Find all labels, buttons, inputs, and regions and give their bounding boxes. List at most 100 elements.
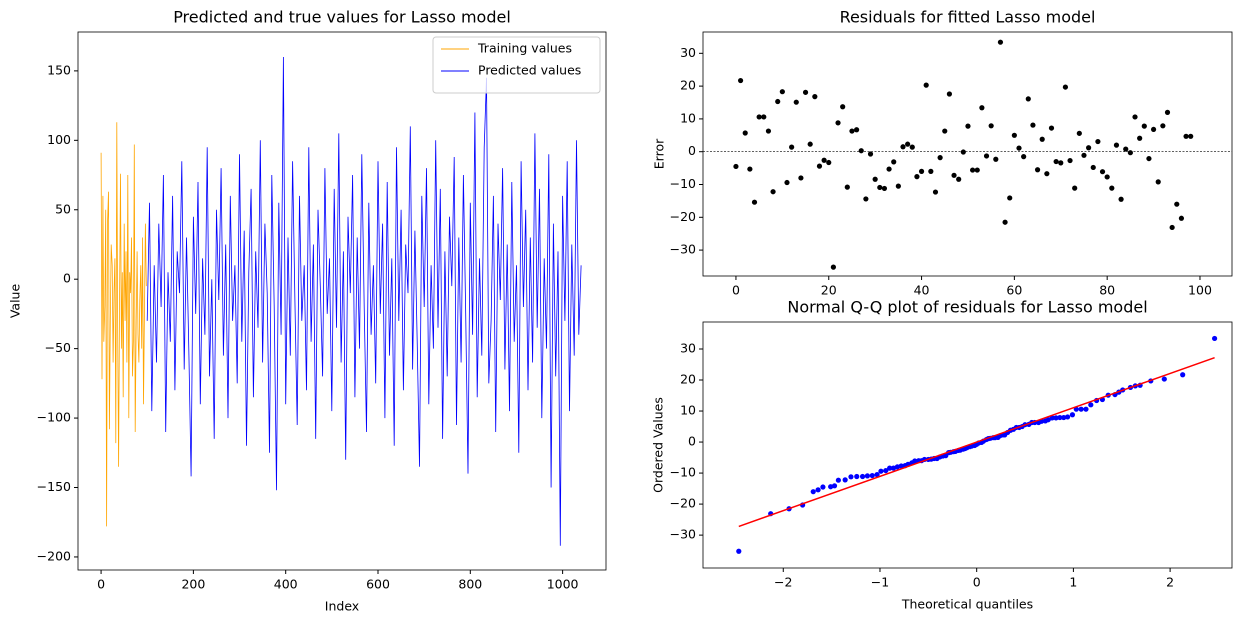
y-tick-label: −20 — [670, 496, 696, 511]
point — [1078, 406, 1084, 412]
series-line — [146, 56, 582, 546]
point — [863, 196, 869, 202]
point — [1083, 406, 1089, 412]
point — [909, 144, 915, 150]
point — [789, 144, 795, 150]
point — [881, 185, 888, 192]
x-tick-label: −2 — [774, 575, 792, 590]
y-tick-label: 0 — [63, 271, 71, 286]
point — [1118, 196, 1124, 202]
point — [867, 151, 874, 157]
point — [858, 148, 864, 154]
point — [840, 104, 846, 110]
x-tick-label: 400 — [274, 577, 298, 592]
point — [733, 163, 739, 170]
point — [765, 128, 772, 134]
axes-frame — [702, 31, 1233, 277]
y-axis-label: Error — [652, 138, 667, 169]
point — [1072, 185, 1078, 191]
y-tick-label: 50 — [55, 201, 71, 216]
point — [997, 39, 1004, 45]
x-tick-label: 20 — [821, 283, 837, 298]
point — [821, 157, 827, 163]
point — [1045, 417, 1051, 423]
x-tick-label: 2 — [1166, 575, 1174, 590]
point — [1113, 142, 1120, 148]
point — [1155, 179, 1161, 185]
point — [900, 144, 906, 150]
point — [1057, 414, 1063, 421]
point — [1141, 123, 1147, 129]
point — [737, 77, 744, 84]
point — [1090, 164, 1096, 171]
y-axis-label: Value — [8, 284, 23, 319]
point — [970, 167, 976, 173]
point — [923, 82, 929, 88]
point — [849, 128, 855, 134]
point — [835, 477, 841, 483]
point — [1188, 133, 1194, 139]
point — [1069, 412, 1076, 418]
x-tick-label: −1 — [871, 575, 889, 590]
x-tick-label: 600 — [366, 577, 390, 592]
y-tick-label: 30 — [680, 340, 696, 355]
point — [831, 483, 838, 489]
x-tick-label: 0 — [97, 577, 105, 592]
point — [830, 264, 836, 270]
point — [898, 463, 904, 469]
point — [1160, 123, 1166, 129]
x-tick-label: 60 — [1006, 283, 1022, 298]
chart-title: Predicted and true values for Lasso mode… — [173, 8, 511, 27]
x-tick-label: 40 — [914, 283, 930, 298]
point — [887, 465, 893, 471]
axes-frame — [77, 31, 607, 571]
legend-box — [432, 36, 601, 94]
point — [736, 548, 742, 554]
point — [1146, 155, 1152, 162]
point — [895, 183, 901, 189]
point — [1034, 167, 1041, 173]
point — [779, 89, 785, 95]
point — [1025, 96, 1031, 102]
point — [1044, 171, 1050, 177]
chart-title: Residuals for fitted Lasso model — [840, 8, 1096, 27]
point — [1011, 132, 1017, 138]
series-line — [100, 122, 147, 527]
x-tick-label: 100 — [1188, 283, 1212, 298]
point — [878, 468, 884, 474]
point — [946, 91, 953, 97]
point — [816, 163, 823, 169]
point — [886, 166, 892, 172]
point — [942, 128, 948, 134]
point — [742, 130, 748, 136]
point — [928, 168, 934, 174]
point — [1161, 376, 1167, 382]
y-tick-label: 10 — [680, 110, 696, 125]
x-tick-label: 0 — [732, 283, 740, 298]
y-tick-label: 20 — [680, 78, 696, 93]
point — [1061, 414, 1067, 421]
x-tick-label: 1000 — [547, 577, 579, 592]
point — [820, 484, 826, 490]
point — [877, 184, 883, 191]
point — [802, 89, 809, 95]
point — [1021, 154, 1027, 160]
axes-frame — [702, 321, 1233, 569]
point — [784, 179, 790, 186]
x-tick-label: 800 — [458, 577, 482, 592]
y-tick-label: 20 — [680, 372, 696, 387]
legend-label: Training values — [477, 41, 572, 56]
point — [1137, 135, 1143, 141]
y-tick-label: −150 — [37, 479, 71, 494]
point — [1048, 125, 1055, 131]
point — [1002, 219, 1008, 225]
y-tick-label: 0 — [688, 434, 696, 449]
point — [1007, 195, 1013, 201]
point — [1086, 145, 1092, 151]
point — [918, 168, 925, 174]
point — [891, 159, 897, 165]
point — [1088, 402, 1094, 408]
point — [1053, 158, 1059, 165]
y-tick-label: −100 — [37, 410, 71, 425]
